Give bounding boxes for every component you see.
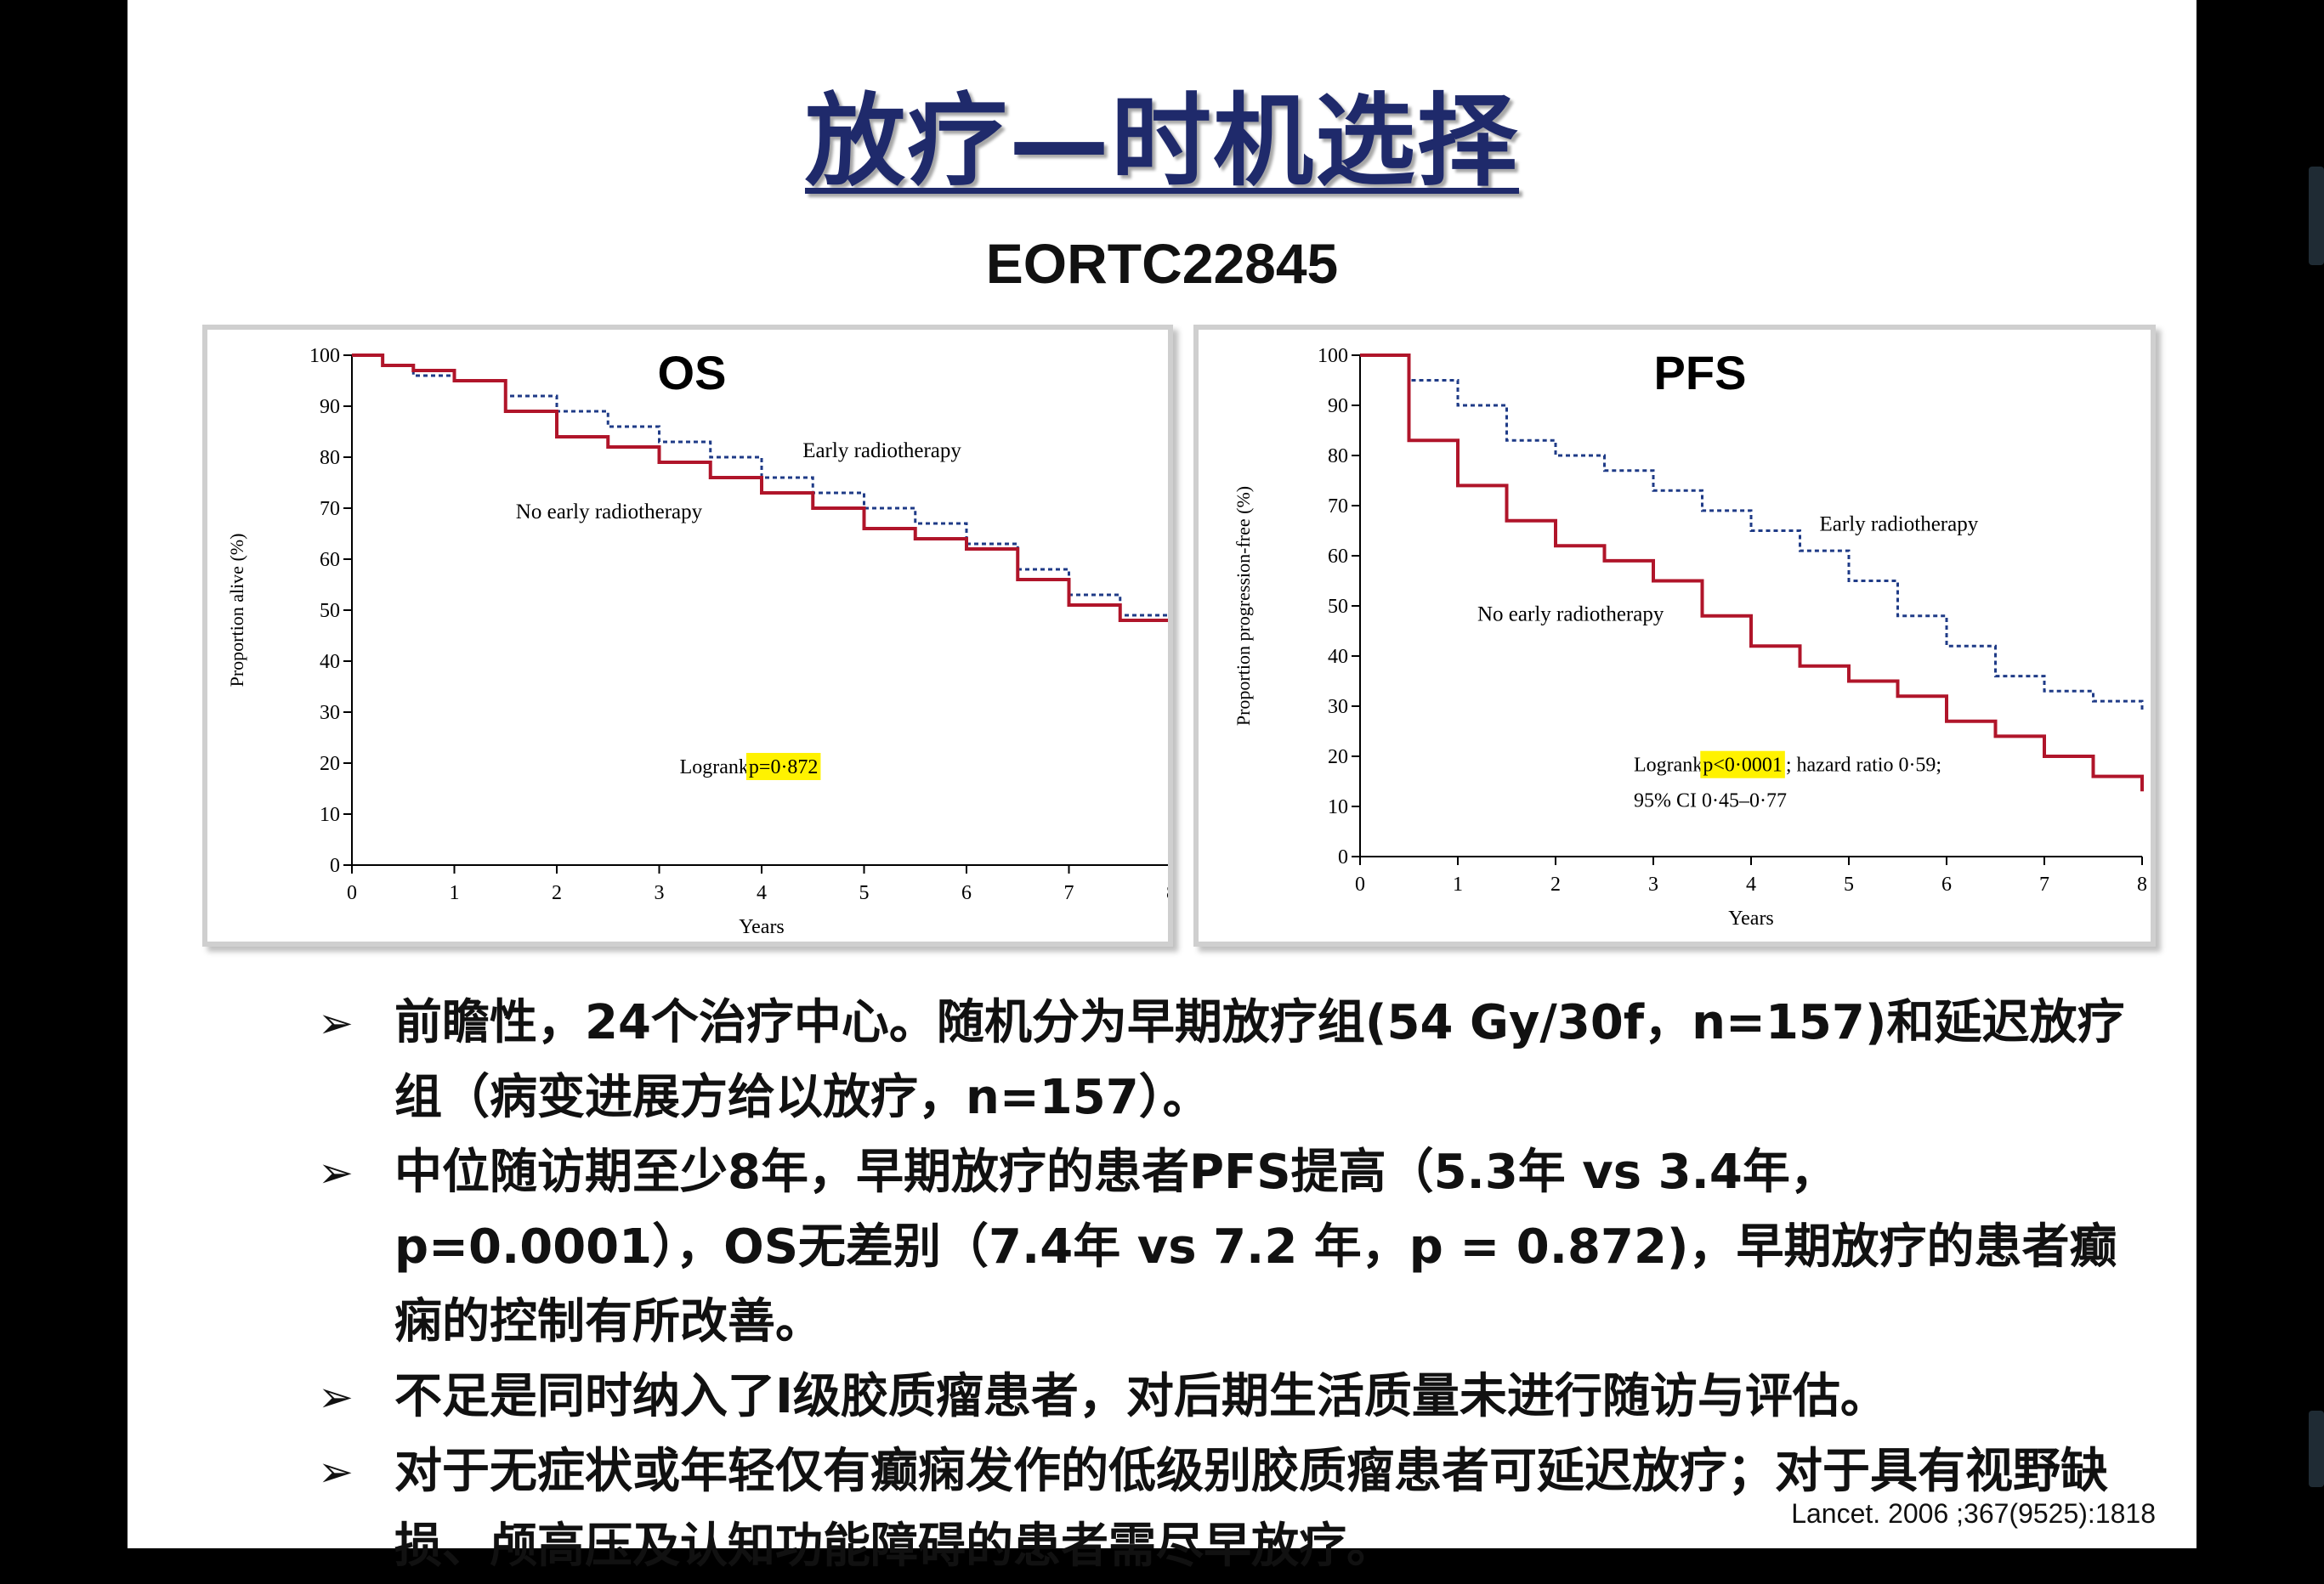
chart-title: OS — [658, 346, 727, 399]
series-label: Early radiotherapy — [802, 439, 961, 462]
x-tick-label: 8 — [2137, 874, 2147, 896]
y-tick-label: 50 — [1328, 596, 1348, 618]
bullet-item: ➢ 前瞻性，24个治疗中心。随机分为早期放疗组(54 Gy/30f，n=157)… — [190, 986, 2145, 1135]
y-tick-label: 30 — [1328, 696, 1348, 718]
bullet-text: 中位随访期至少8年，早期放疗的患者PFS提高（5.3年 vs 3.4年，p=0.… — [394, 1145, 2117, 1349]
y-tick-label: 90 — [320, 396, 340, 418]
x-tick-label: 4 — [757, 882, 767, 904]
no-early-radiotherapy-curve — [1360, 354, 2144, 792]
chart-title: PFS — [1654, 346, 1747, 399]
x-tick-label: 5 — [859, 882, 870, 904]
arrow-bullet-icon: ➢ — [318, 1148, 354, 1197]
y-tick-label: 60 — [320, 549, 340, 571]
series-label: No early radiotherapy — [516, 501, 703, 523]
x-tick-label: 1 — [450, 882, 460, 904]
x-tick-label: 2 — [552, 882, 562, 904]
y-tick-label: 60 — [1328, 546, 1348, 568]
side-strip — [2196, 0, 2324, 1548]
x-tick-label: 3 — [655, 882, 665, 904]
x-tick-label: 4 — [1746, 874, 1756, 896]
x-tick-label: 3 — [1648, 874, 1658, 896]
bullet-text: 对于无症状或年轻仅有癫痫发作的低级别胶质瘤患者可延迟放疗；对于具有视野缺损、颅高… — [394, 1444, 2108, 1574]
os-chart-panel: 0123456780102030405060708090100YearsProp… — [202, 325, 1173, 947]
y-tick-label: 10 — [320, 804, 340, 826]
y-tick-label: 0 — [1338, 846, 1348, 868]
series-label: Early radiotherapy — [1820, 513, 1979, 536]
x-tick-label: 6 — [1941, 874, 1952, 896]
y-tick-label: 100 — [1318, 345, 1348, 367]
x-tick-label: 0 — [1355, 874, 1365, 896]
y-tick-label: 30 — [320, 702, 340, 724]
side-marker — [2309, 1411, 2324, 1487]
arrow-bullet-icon: ➢ — [318, 998, 354, 1048]
y-tick-label: 80 — [1328, 445, 1348, 467]
side-marker — [2309, 167, 2324, 265]
y-tick-label: 90 — [1328, 395, 1348, 417]
y-tick-label: 70 — [320, 498, 340, 520]
bullet-list: ➢ 前瞻性，24个治疗中心。随机分为早期放疗组(54 Gy/30f，n=157)… — [190, 986, 2145, 1584]
arrow-bullet-icon: ➢ — [318, 1372, 354, 1422]
x-tick-label: 5 — [1844, 874, 1854, 896]
y-tick-label: 0 — [330, 855, 340, 877]
y-tick-label: 50 — [320, 600, 340, 622]
p-value: p<0·0001 — [1703, 755, 1783, 777]
p-value-highlight — [1700, 750, 1785, 778]
p-value: p=0·872 — [749, 756, 819, 778]
y-axis-label: Proportion progression-free (%) — [1233, 486, 1254, 726]
bullet-item: ➢ 不足是同时纳入了Ⅰ级胶质瘤患者，对后期生活质量未进行随访与评估。 — [190, 1360, 2145, 1434]
bullet-item: ➢ 对于无症状或年轻仅有癫痫发作的低级别胶质瘤患者可延迟放疗；对于具有视野缺损、… — [190, 1434, 2145, 1584]
y-tick-label: 20 — [1328, 746, 1348, 768]
confidence-interval: 95% CI 0·45–0·77 — [1634, 790, 1787, 812]
bullet-item: ➢ 中位随访期至少8年，早期放疗的患者PFS提高（5.3年 vs 3.4年，p=… — [190, 1135, 2145, 1360]
x-tick-label: 6 — [961, 882, 972, 904]
bullet-text: 前瞻性，24个治疗中心。随机分为早期放疗组(54 Gy/30f，n=157)和延… — [394, 995, 2125, 1125]
x-tick-label: 0 — [347, 882, 357, 904]
hazard-ratio: ; hazard ratio 0·59; — [1786, 755, 1941, 777]
early-radiotherapy-curve — [1360, 354, 2144, 711]
x-tick-label: 7 — [2039, 874, 2049, 896]
y-tick-label: 10 — [1328, 796, 1348, 818]
logrank-label: Logrank — [680, 756, 749, 778]
slide: 放疗—时机选择 EORTC22845 012345678010203040506… — [128, 0, 2196, 1574]
y-tick-label: 40 — [1328, 646, 1348, 668]
x-tick-label: 7 — [1064, 882, 1074, 904]
bullet-text: 不足是同时纳入了Ⅰ级胶质瘤患者，对后期生活质量未进行随访与评估。 — [394, 1369, 1888, 1424]
y-tick-label: 40 — [320, 651, 340, 673]
x-tick-label: 1 — [1453, 874, 1463, 896]
y-tick-label: 80 — [320, 447, 340, 469]
x-axis-label: Years — [1728, 908, 1774, 930]
arrow-bullet-icon: ➢ — [318, 1447, 354, 1496]
y-axis-label: Proportion alive (%) — [226, 534, 247, 687]
logrank-label: Logrank — [1634, 755, 1703, 777]
slide-subtitle: EORTC22845 — [985, 232, 1339, 295]
os-km-chart: 0123456780102030405060708090100YearsProp… — [226, 345, 1168, 938]
x-axis-label: Years — [739, 916, 785, 938]
pfs-km-chart: 0 1 2 3 4 5 6 7 80102030405060708090100YearsProp… — [1233, 345, 2147, 930]
y-tick-label: 70 — [1328, 495, 1348, 518]
y-tick-label: 20 — [320, 753, 340, 775]
x-tick-label: 2 — [1550, 874, 1561, 896]
y-tick-label: 100 — [309, 345, 340, 367]
x-tick-label: 8 — [1166, 882, 1168, 904]
p-value-highlight — [745, 753, 821, 780]
pfs-chart-panel: 0 1 2 3 4 5 6 7 8 0 10 20 30 40 50 60 70 80 90 100 Years Prop… — [1193, 325, 2156, 947]
series-label: No early radiotherapy — [1477, 603, 1664, 626]
citation: Lancet. 2006 ;367(9525):1818 — [1791, 1498, 2156, 1529]
slide-title: 放疗—时机选择 — [804, 82, 1519, 200]
no-early-radiotherapy-curve — [352, 354, 1168, 622]
